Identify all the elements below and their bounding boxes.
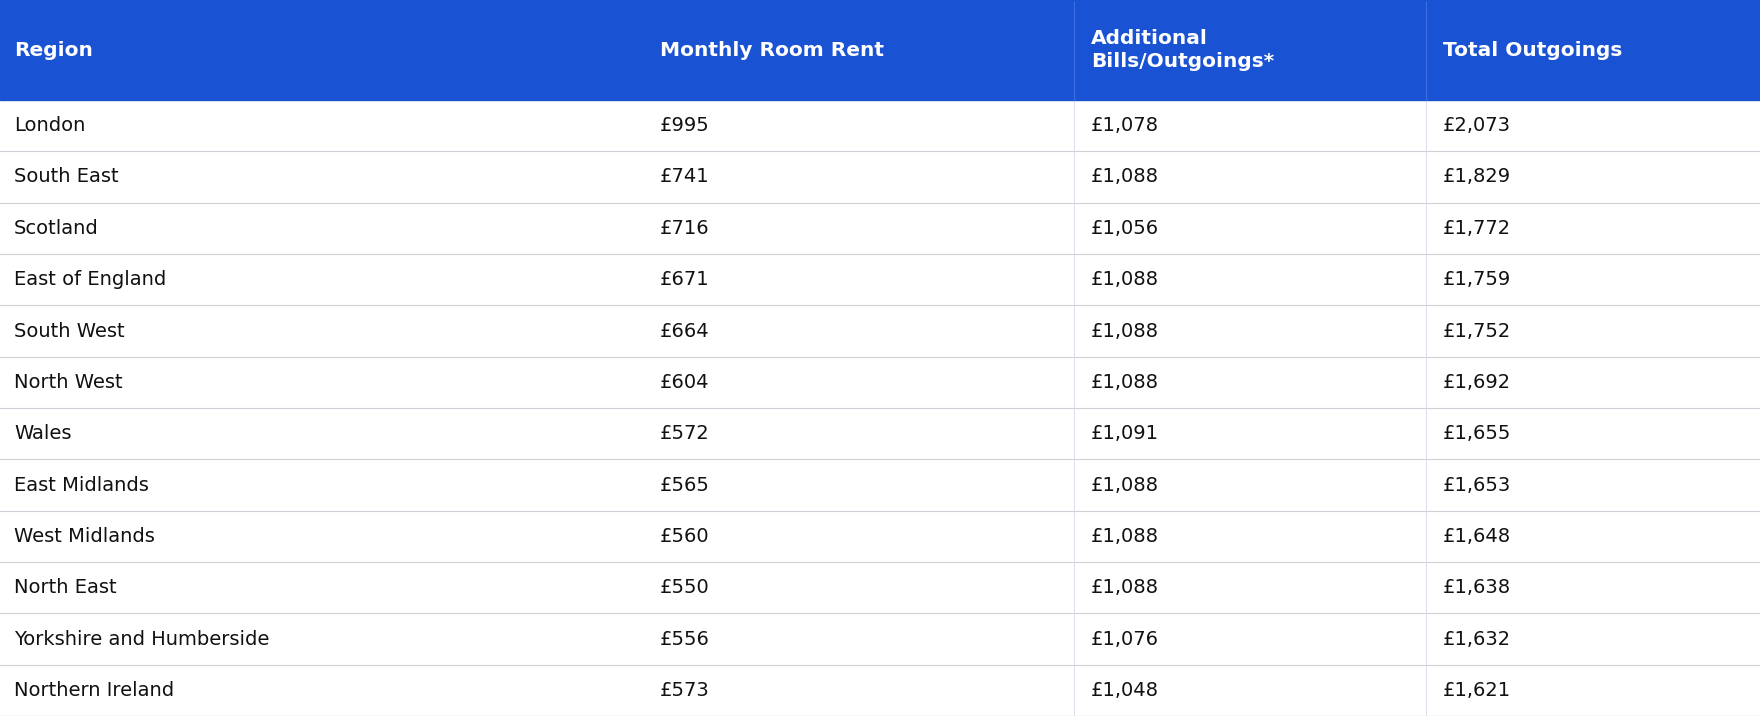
Text: £604: £604 bbox=[660, 373, 709, 392]
Text: £1,088: £1,088 bbox=[1091, 578, 1160, 597]
Text: East of England: East of England bbox=[14, 270, 167, 289]
Text: £1,648: £1,648 bbox=[1443, 527, 1512, 546]
Text: £1,056: £1,056 bbox=[1091, 219, 1160, 238]
Text: £573: £573 bbox=[660, 681, 709, 700]
Text: £1,759: £1,759 bbox=[1443, 270, 1512, 289]
Text: £1,048: £1,048 bbox=[1091, 681, 1160, 700]
Text: £664: £664 bbox=[660, 321, 709, 341]
Bar bbox=[0, 460, 1760, 511]
Text: Total Outgoings: Total Outgoings bbox=[1443, 41, 1623, 59]
Bar bbox=[0, 0, 1760, 100]
Text: North East: North East bbox=[14, 578, 116, 597]
Text: Scotland: Scotland bbox=[14, 219, 99, 238]
Bar bbox=[0, 664, 1760, 716]
Text: £1,078: £1,078 bbox=[1091, 116, 1160, 135]
Bar bbox=[0, 614, 1760, 664]
Text: £1,088: £1,088 bbox=[1091, 168, 1160, 186]
Text: East Midlands: East Midlands bbox=[14, 475, 150, 495]
Text: £572: £572 bbox=[660, 424, 709, 443]
Text: £550: £550 bbox=[660, 578, 709, 597]
Bar bbox=[0, 357, 1760, 408]
Text: £1,772: £1,772 bbox=[1443, 219, 1512, 238]
Text: Monthly Room Rent: Monthly Room Rent bbox=[660, 41, 884, 59]
Bar bbox=[0, 203, 1760, 254]
Text: £1,088: £1,088 bbox=[1091, 475, 1160, 495]
Text: £995: £995 bbox=[660, 116, 709, 135]
Text: £1,621: £1,621 bbox=[1443, 681, 1512, 700]
Text: £1,632: £1,632 bbox=[1443, 629, 1512, 649]
Text: £1,088: £1,088 bbox=[1091, 270, 1160, 289]
Text: £741: £741 bbox=[660, 168, 709, 186]
Bar bbox=[0, 100, 1760, 151]
Text: £1,088: £1,088 bbox=[1091, 527, 1160, 546]
Text: £1,655: £1,655 bbox=[1443, 424, 1512, 443]
Text: £1,638: £1,638 bbox=[1443, 578, 1512, 597]
Text: £1,091: £1,091 bbox=[1091, 424, 1160, 443]
Text: £1,692: £1,692 bbox=[1443, 373, 1512, 392]
Text: £2,073: £2,073 bbox=[1443, 116, 1512, 135]
Text: Yorkshire and Humberside: Yorkshire and Humberside bbox=[14, 629, 269, 649]
Text: £556: £556 bbox=[660, 629, 709, 649]
Bar bbox=[0, 305, 1760, 357]
Text: £1,653: £1,653 bbox=[1443, 475, 1512, 495]
Text: £565: £565 bbox=[660, 475, 709, 495]
Text: Northern Ireland: Northern Ireland bbox=[14, 681, 174, 700]
Text: £716: £716 bbox=[660, 219, 709, 238]
Text: £1,076: £1,076 bbox=[1091, 629, 1160, 649]
Text: Additional
Bills/Outgoings*: Additional Bills/Outgoings* bbox=[1091, 29, 1274, 72]
Text: London: London bbox=[14, 116, 86, 135]
Text: £1,088: £1,088 bbox=[1091, 373, 1160, 392]
Text: £1,088: £1,088 bbox=[1091, 321, 1160, 341]
Bar bbox=[0, 408, 1760, 460]
Text: £1,829: £1,829 bbox=[1443, 168, 1512, 186]
Text: £1,752: £1,752 bbox=[1443, 321, 1512, 341]
Text: South West: South West bbox=[14, 321, 125, 341]
Bar bbox=[0, 562, 1760, 614]
Text: £671: £671 bbox=[660, 270, 709, 289]
Bar bbox=[0, 151, 1760, 203]
Text: Region: Region bbox=[14, 41, 93, 59]
Text: West Midlands: West Midlands bbox=[14, 527, 155, 546]
Bar bbox=[0, 511, 1760, 562]
Text: Wales: Wales bbox=[14, 424, 72, 443]
Bar bbox=[0, 254, 1760, 305]
Text: North West: North West bbox=[14, 373, 123, 392]
Text: £560: £560 bbox=[660, 527, 709, 546]
Text: South East: South East bbox=[14, 168, 118, 186]
